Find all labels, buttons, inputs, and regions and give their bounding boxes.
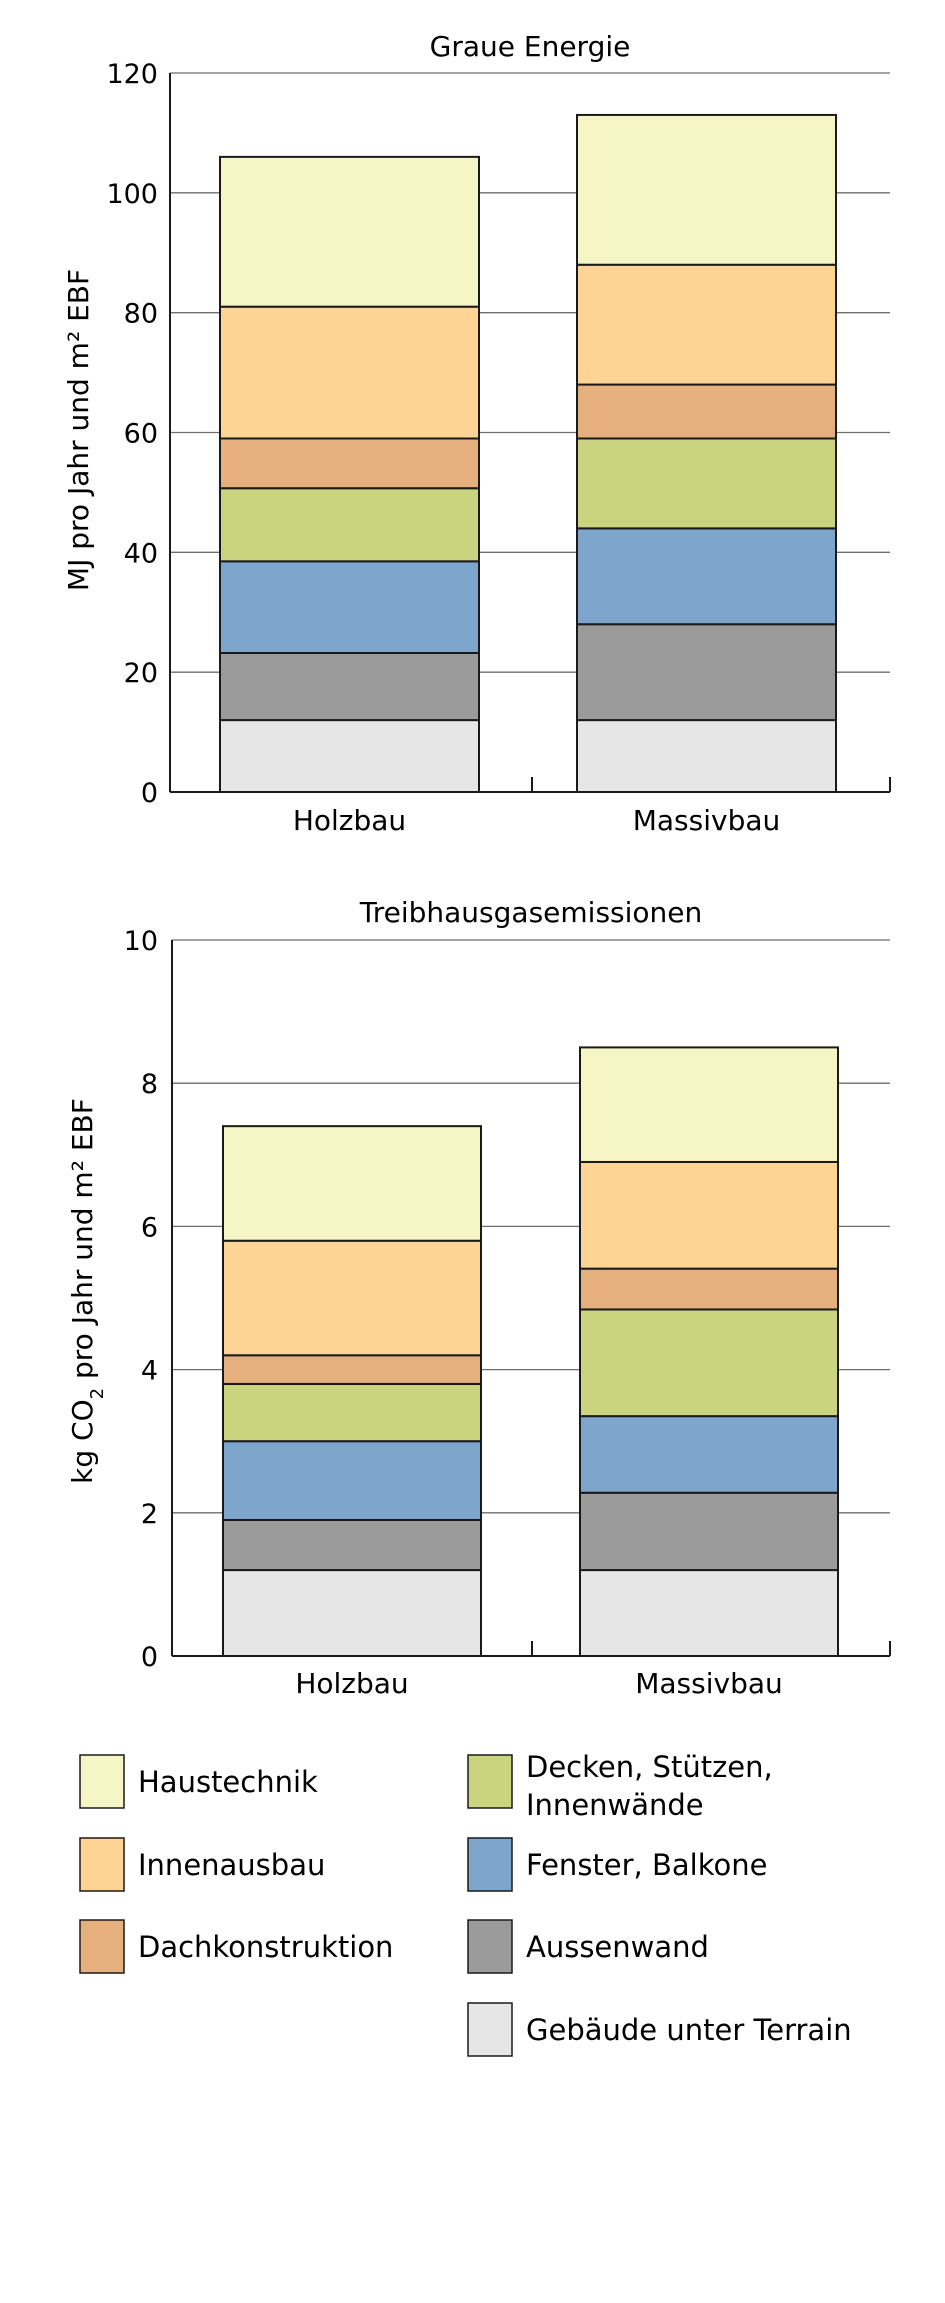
y-tick-label: 2 [141,1499,158,1530]
legend-label: Innenausbau [138,1848,325,1882]
legend-label: Gebäude unter Terrain [526,2013,852,2047]
bar-segment-holzbau-aussenwand [219,651,480,722]
chart-title: Treibhausgasemissionen [359,896,703,929]
y-tick-label: 0 [141,778,158,809]
category-label: Holzbau [293,804,406,837]
bar-segment-massivbau-gebaeude [576,719,837,793]
legend-swatch-dachkonstruktion [79,1919,125,1974]
bar-segment-holzbau-dachkonstruktion [222,1354,482,1385]
chart-title: Graue Energie [430,30,631,63]
bar-segment-holzbau-decken [219,487,480,563]
category-label: Massivbau [633,804,781,837]
bar-segment-massivbau-dachkonstruktion [579,1267,839,1311]
y-axis-label: MJ pro Jahr und m² EBF [62,269,95,591]
y-tick-label: 120 [106,59,158,90]
legend-swatch-aussenwand [467,1919,513,1974]
legend-label: Dachkonstruktion [138,1930,393,1964]
legend-label: Aussenwand [526,1930,709,1964]
bar-segment-massivbau-fenster [576,527,837,626]
y-tick-label: 8 [141,1069,158,1100]
bar-segment-holzbau-innenausbau [219,305,480,440]
bar-segment-holzbau-haustechnik [222,1125,482,1242]
y-tick-label: 6 [141,1212,158,1243]
category-label: Holzbau [295,1667,408,1700]
category-label: Massivbau [635,1667,783,1700]
bar-segment-holzbau-aussenwand [222,1518,482,1572]
bar-segment-massivbau-innenausbau [579,1160,839,1270]
bar-segment-holzbau-gebaeude [222,1569,482,1657]
bar-segment-holzbau-fenster [219,560,480,654]
chart-treibhausgasemissionen: Treibhausgasemissionen 0 2 4 6 8 10 kg CO2 pro … [66,896,891,1700]
bar-segment-massivbau-decken [579,1308,839,1418]
y-tick-label: 4 [141,1356,158,1387]
bar-segment-massivbau-innenausbau [576,263,837,386]
legend-swatch-innenausbau [79,1837,125,1892]
bar-segment-massivbau-dachkonstruktion [576,383,837,440]
legend-swatch-gebaeude [467,2002,513,2057]
y-axis-label: kg CO2 pro Jahr und m² EBF [66,1098,108,1484]
y-tick-label: 40 [124,538,158,569]
chart-graue-energie: Graue Energie 0 20 40 60 80 100 120 MJ pro Jahr … [62,30,891,837]
bar-segment-massivbau-aussenwand [576,623,837,722]
bar-segment-massivbau-decken [576,437,837,530]
bar-segment-massivbau-haustechnik [579,1046,839,1163]
y-tick-label: 10 [124,926,158,957]
bar-segment-massivbau-aussenwand [579,1491,839,1572]
legend-label: Decken, Stützen, [526,1750,773,1784]
legend-label: Fenster, Balkone [526,1848,767,1882]
y-tick-label: 100 [106,179,158,210]
y-tick-label: 80 [124,299,158,330]
bar-segment-holzbau-dachkonstruktion [219,437,480,490]
legend-swatch-haustechnik [79,1754,125,1809]
y-tick-label: 20 [124,658,158,689]
legend-swatch-fenster [467,1837,513,1892]
bar-segment-massivbau-gebaeude [579,1569,839,1657]
legend-label: Innenwände [526,1788,704,1822]
legend-swatch-decken [467,1754,513,1809]
bar-segment-massivbau-fenster [579,1415,839,1494]
bar-segment-holzbau-haustechnik [219,155,480,308]
bar-segment-holzbau-fenster [222,1440,482,1521]
bar-segment-holzbau-decken [222,1382,482,1443]
legend-label: Haustechnik [138,1765,318,1799]
bar-segment-holzbau-innenausbau [222,1239,482,1357]
y-tick-label: 0 [141,1642,158,1673]
legend: Haustechnik Innenausbau Dachkonstruktion De… [79,1750,852,2057]
y-tick-label: 60 [124,419,158,450]
bar-segment-massivbau-haustechnik [576,113,837,266]
bar-segment-holzbau-gebaeude [219,719,480,793]
